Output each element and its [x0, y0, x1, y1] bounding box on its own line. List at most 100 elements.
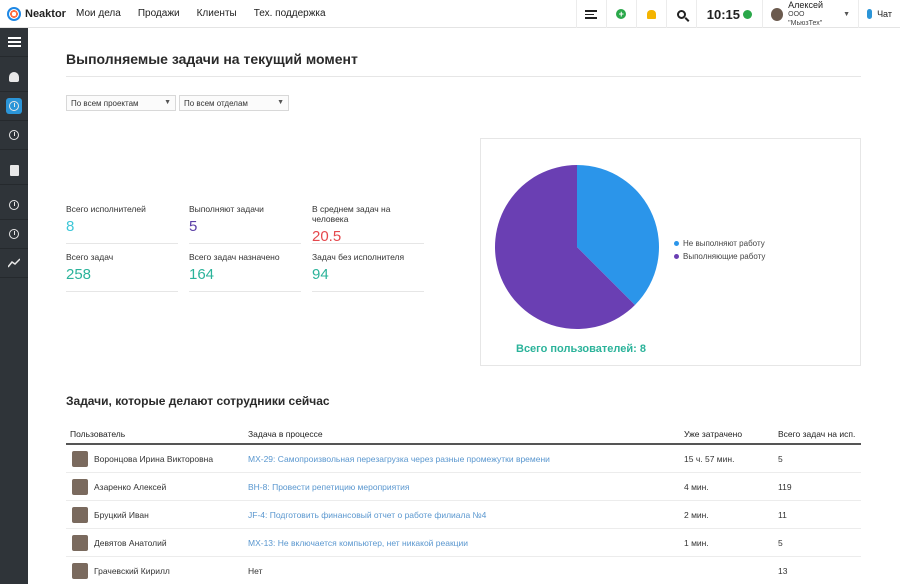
total-cell: 11: [778, 509, 787, 520]
task-list-button[interactable]: [575, 0, 606, 28]
task-cell: MX-13: Не включается компьютер, нет ника…: [244, 538, 680, 548]
user-name[interactable]: Грачевский Кирилл: [94, 565, 170, 576]
spent-cell: 15 ч. 57 мин.: [684, 453, 735, 464]
user-name[interactable]: Бруцкий Иван: [94, 509, 149, 520]
sidebar-item-history[interactable]: [0, 191, 28, 220]
user-name: Алексей: [788, 0, 823, 10]
sidebar-item-reports[interactable]: [0, 249, 28, 278]
department-filter-select[interactable]: По всем отделам ▼: [179, 95, 289, 111]
brand-logo-icon: [7, 6, 21, 21]
stat-working: Выполняют задачи 5: [189, 204, 301, 244]
users-pie-card: Не выполняют работу Выполняющие работу В…: [480, 138, 861, 366]
stat-label: Всего исполнителей: [66, 204, 146, 214]
sidebar-item-current-tasks[interactable]: [0, 92, 28, 121]
sidebar-item-time[interactable]: [0, 121, 28, 150]
chat-button[interactable]: Чат: [858, 0, 900, 28]
stat-label: Всего задач назначено: [189, 252, 280, 262]
search-button[interactable]: [665, 0, 696, 28]
user-cell: Грачевский Кирилл: [66, 562, 244, 579]
user-icon: [9, 72, 19, 82]
task-text: Нет: [248, 565, 263, 576]
spent-cell: 4 мин.: [684, 481, 709, 492]
table-body: Воронцова Ирина Викторовна MX-29: Самопро…: [66, 445, 861, 584]
nav-sales[interactable]: Продажи: [137, 8, 180, 19]
legend-item[interactable]: Не выполняют работу: [674, 239, 765, 248]
user-menu[interactable]: Алексей ООО "МьюзТех" ▼: [762, 0, 858, 28]
stat-assigned-tasks: Всего задач назначено 164: [189, 252, 301, 292]
task-link[interactable]: MX-29: Самопроизвольная перезагрузка чер…: [248, 453, 550, 464]
plus-icon: +: [616, 9, 627, 19]
stat-label: В среднем задач на человека: [312, 204, 391, 224]
task-link[interactable]: BH-8: Провести репетицию мероприятия: [248, 481, 410, 492]
task-link[interactable]: JF-4: Подготовить финансовый отчет о раб…: [248, 509, 487, 520]
column-header-task[interactable]: Задача в процессе: [248, 428, 323, 439]
legend-label: Не выполняют работу: [683, 239, 765, 248]
legend-item[interactable]: Выполняющие работу: [674, 252, 765, 261]
table-row[interactable]: Бруцкий Иван JF-4: Подготовить финансовый…: [66, 501, 861, 529]
spent-cell: 1 мин.: [684, 537, 709, 548]
pie-slice-0[interactable]: [577, 165, 659, 305]
avatar: [72, 506, 88, 523]
stat-label: Всего задач: [66, 252, 114, 262]
main-nav: Мои дела Продажи Клиенты Тех. поддержка: [76, 8, 343, 19]
project-filter-value: По всем проектам: [71, 99, 139, 108]
table-row[interactable]: Грачевский Кирилл Нет 13: [66, 557, 861, 584]
stat-value: 20.5: [312, 228, 342, 245]
table-row[interactable]: Азаренко Алексей BH-8: Провести репетицию…: [66, 473, 861, 501]
nav-my-tasks[interactable]: Мои дела: [76, 8, 121, 19]
pie-slice-1[interactable]: [495, 165, 635, 329]
user-cell: Девятов Анатолий: [66, 534, 244, 551]
sidebar-item-timesheet[interactable]: [0, 220, 28, 249]
column-header-spent[interactable]: Уже затрачено: [684, 428, 743, 439]
page-title: Выполняемые задачи на текущий момент: [66, 51, 358, 67]
column-header-user[interactable]: Пользователь: [70, 428, 126, 439]
task-link[interactable]: MX-13: Не включается компьютер, нет ника…: [248, 537, 469, 548]
time-tracker[interactable]: 10:15: [695, 0, 762, 28]
menu-toggle[interactable]: [0, 28, 28, 57]
clock-time: 10:15: [706, 6, 740, 22]
clock-icon: [9, 229, 19, 239]
user-name[interactable]: Азаренко Алексей: [94, 481, 167, 492]
book-icon: [9, 164, 19, 176]
status-dot-icon: [743, 9, 752, 19]
sidebar-item-users[interactable]: [0, 63, 28, 92]
total-cell: 119: [778, 481, 792, 492]
stat-value: 8: [66, 218, 75, 235]
search-icon: [676, 9, 686, 19]
table-row[interactable]: Воронцова Ирина Викторовна MX-29: Самопро…: [66, 445, 861, 473]
stat-average-tasks: В среднем задач на человека 20.5: [312, 204, 424, 245]
stat-label: Выполняют задачи: [189, 204, 264, 214]
main-content: Выполняемые задачи на текущий момент По …: [28, 28, 900, 584]
stat-value: 5: [189, 218, 198, 235]
nav-clients[interactable]: Клиенты: [196, 8, 237, 19]
notifications-button[interactable]: [635, 0, 666, 28]
users-pie-chart: [495, 165, 659, 329]
table-row[interactable]: Девятов Анатолий MX-13: Не включается ком…: [66, 529, 861, 557]
department-filter-value: По всем отделам: [184, 99, 248, 108]
user-name[interactable]: Девятов Анатолий: [94, 537, 167, 548]
stat-label: Задач без исполнителя: [312, 252, 405, 262]
user-cell: Бруцкий Иван: [66, 506, 244, 523]
history-icon: [9, 200, 19, 210]
stat-value: 258: [66, 266, 92, 283]
chat-label: Чат: [877, 9, 892, 19]
brand[interactable]: Neaktor: [0, 6, 66, 21]
bell-icon: [646, 9, 656, 19]
nav-support[interactable]: Тех. поддержка: [253, 8, 326, 19]
clock-icon: [9, 130, 19, 140]
user-name[interactable]: Воронцова Ирина Викторовна: [94, 453, 214, 464]
chevron-down-icon: ▼: [277, 99, 284, 106]
history-icon: [9, 101, 19, 111]
task-cell: BH-8: Провести репетицию мероприятия: [244, 482, 680, 492]
avatar: [72, 534, 88, 551]
hamburger-icon: [7, 37, 21, 47]
spent-cell: 2 мин.: [684, 509, 709, 520]
project-filter-select[interactable]: По всем проектам ▼: [66, 95, 176, 111]
column-header-total[interactable]: Всего задач на исп.: [778, 428, 856, 439]
section-title: Задачи, которые делают сотрудники сейчас: [66, 394, 330, 408]
create-button[interactable]: +: [605, 0, 636, 28]
avatar: [72, 562, 88, 579]
sidebar-item-journal[interactable]: [0, 156, 28, 185]
user-org: ООО "МьюзТех": [788, 11, 823, 27]
task-cell: MX-29: Самопроизвольная перезагрузка чер…: [244, 454, 680, 464]
